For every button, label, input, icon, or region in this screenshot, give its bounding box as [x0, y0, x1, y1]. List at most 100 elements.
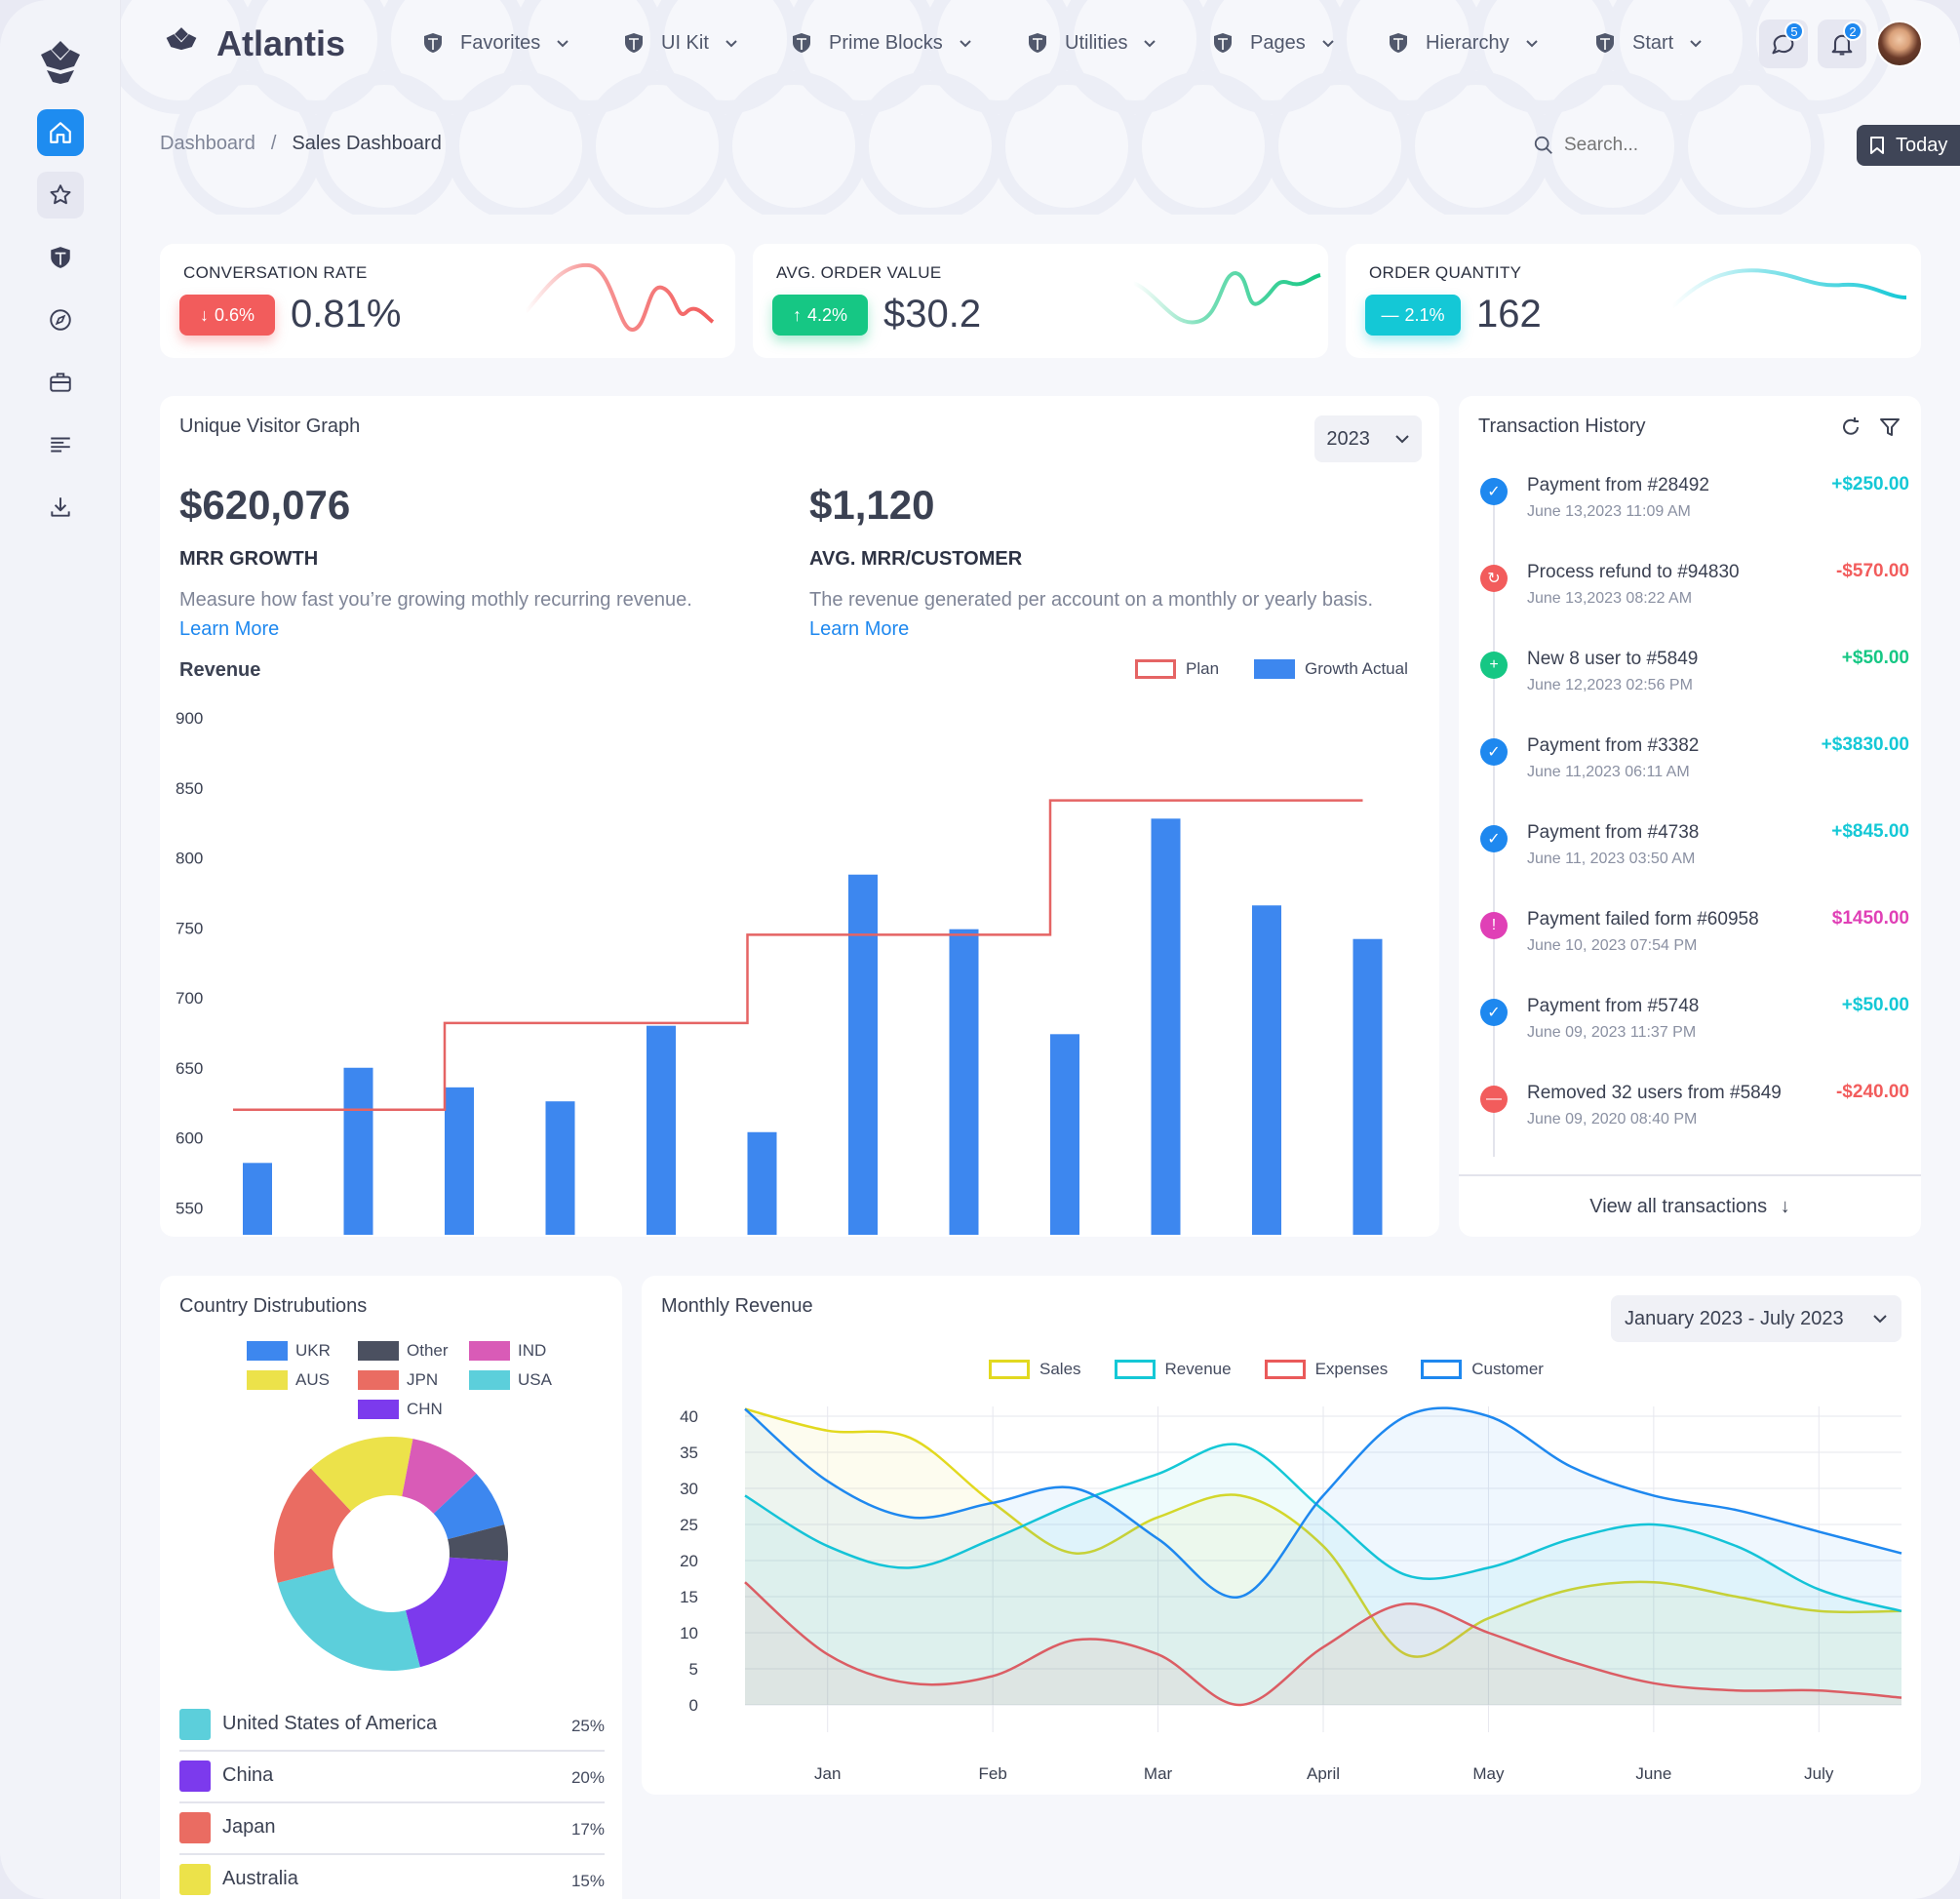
country-row[interactable]: United States of America 25% [179, 1701, 605, 1752]
search-input[interactable] [1564, 135, 1749, 156]
legend-item[interactable]: USA [469, 1370, 561, 1390]
pie-slice[interactable] [310, 1437, 413, 1512]
transaction-date: June 09, 2020 08:40 PM [1527, 1111, 1698, 1128]
bar[interactable] [1352, 938, 1383, 1235]
transaction-item[interactable]: ✓ Payment from #28492 June 13,2023 11:09 A… [1480, 474, 1909, 552]
sidebar-item-home[interactable] [37, 109, 84, 156]
sidebar-item-download[interactable] [37, 484, 84, 531]
kpi-label: CONVERSATION RATE [183, 263, 368, 282]
chevron-down-icon [1394, 435, 1409, 444]
brand[interactable]: Atlantis [160, 23, 345, 64]
bar[interactable] [1050, 1034, 1079, 1235]
transaction-item[interactable]: ✓ Payment from #5748 June 09, 2023 11:37 P… [1480, 995, 1909, 1073]
filter-icon[interactable] [1878, 415, 1901, 439]
view-all-transactions-link[interactable]: View all transactions ↓ [1459, 1196, 1921, 1218]
shield-icon [51, 247, 70, 268]
search-box[interactable] [1533, 127, 1767, 164]
avatar[interactable] [1876, 20, 1923, 67]
nav-item-favorites[interactable]: Favorites [421, 25, 569, 60]
y-tick-label: 750 [176, 919, 203, 937]
bar[interactable] [1151, 818, 1181, 1235]
bar[interactable] [545, 1101, 575, 1235]
country-row[interactable]: Australia 15% [179, 1856, 605, 1899]
series-line[interactable] [744, 1406, 1902, 1599]
today-button[interactable]: Today [1857, 125, 1960, 166]
y-tick-label: 550 [176, 1199, 203, 1217]
legend-item[interactable]: UKR [247, 1341, 338, 1361]
check-icon: ✓ [1480, 478, 1508, 505]
date-range-dropdown[interactable]: January 2023 - July 2023 [1611, 1295, 1901, 1342]
legend-item[interactable]: CHN [358, 1400, 450, 1419]
bar[interactable] [1252, 905, 1281, 1235]
year-dropdown[interactable]: 2023 [1314, 415, 1422, 462]
transaction-item[interactable]: + New 8 user to #5849 June 12,2023 02:56 P… [1480, 648, 1909, 726]
pie-slice[interactable] [402, 1439, 477, 1514]
messages-button[interactable]: 5 [1759, 20, 1808, 68]
refresh-icon[interactable] [1839, 415, 1862, 439]
chevron-down-icon [1873, 1315, 1887, 1324]
sidebar-item-favorites[interactable] [37, 172, 84, 218]
sidebar [0, 0, 121, 1899]
transaction-item[interactable]: ↻ Process refund to #94830 June 13,2023 08… [1480, 561, 1909, 639]
bar[interactable] [949, 929, 979, 1235]
x-tick-label: July [1804, 1764, 1834, 1783]
legend-item[interactable]: Sales [989, 1360, 1081, 1379]
sidebar-item-explore[interactable] [37, 297, 84, 343]
nav-item-ui-kit[interactable]: UI Kit [622, 25, 738, 60]
nav-item-hierarchy[interactable]: Hierarchy [1387, 25, 1539, 60]
bar[interactable] [747, 1131, 777, 1235]
legend-swatch [358, 1400, 399, 1419]
pie-legend: UKR Other IND AUS JPN USA CHN [238, 1336, 569, 1424]
kpi-label: ORDER QUANTITY [1369, 263, 1522, 282]
pie-slice[interactable] [448, 1524, 508, 1562]
metric-description: Measure how fast you’re growing mothly r… [179, 589, 692, 611]
bar[interactable] [343, 1067, 373, 1235]
home-icon [50, 122, 71, 143]
pie-slice[interactable] [405, 1557, 508, 1668]
chevron-down-icon [1690, 39, 1702, 47]
legend-growth-actual[interactable]: Growth Actual [1254, 659, 1408, 679]
nav-item-start[interactable]: Start [1593, 25, 1703, 60]
legend-item[interactable]: Customer [1421, 1360, 1544, 1379]
nav-item-utilities[interactable]: Utilities [1026, 25, 1156, 60]
pie-slice[interactable] [277, 1567, 420, 1671]
legend-item[interactable]: Revenue [1114, 1360, 1232, 1379]
legend-plan[interactable]: Plan [1135, 659, 1219, 679]
transaction-item[interactable]: ! Payment failed form #60958 June 10, 2023… [1480, 908, 1909, 986]
series-line[interactable] [744, 1407, 1902, 1658]
pie-slice[interactable] [274, 1468, 351, 1583]
monthly-area-chart: 0 5 10 15 20 25 30 35 40 Jan Feb Mar April May June Jul… [680, 1406, 1902, 1783]
sidebar-item-prime[interactable] [37, 234, 84, 281]
country-swatch [179, 1709, 211, 1740]
legend-item[interactable]: JPN [358, 1370, 450, 1390]
kpi-badge-value: 4.2% [806, 304, 848, 325]
breadcrumb-root[interactable]: Dashboard [160, 133, 255, 154]
bar[interactable] [445, 1087, 474, 1235]
transaction-item[interactable]: ✓ Payment from #4738 June 11, 2023 03:50 A… [1480, 821, 1909, 899]
learn-more-link[interactable]: Learn More [809, 618, 910, 640]
legend-item[interactable]: Expenses [1264, 1360, 1388, 1379]
sidebar-item-list[interactable] [37, 421, 84, 468]
brand-name: Atlantis [216, 23, 346, 63]
sidebar-item-briefcase[interactable] [37, 359, 84, 406]
learn-more-link[interactable]: Learn More [179, 618, 280, 640]
notifications-button[interactable]: 2 [1818, 20, 1866, 68]
bar[interactable] [647, 1025, 676, 1235]
country-row[interactable]: Japan 17% [179, 1804, 605, 1855]
logo-icon[interactable] [33, 37, 88, 88]
bar[interactable] [243, 1163, 272, 1235]
transaction-item[interactable]: — Removed 32 users from #5849 June 09, 202… [1480, 1082, 1909, 1160]
country-row[interactable]: China 20% [179, 1753, 605, 1803]
pie-slice[interactable] [433, 1473, 505, 1540]
legend-item[interactable]: Other [358, 1341, 450, 1361]
series-line[interactable] [744, 1443, 1902, 1613]
series-line[interactable] [744, 1581, 1902, 1707]
nav-item-pages[interactable]: Pages [1211, 25, 1335, 60]
transaction-item[interactable]: ✓ Payment from #3382 June 11,2023 06:11 AM… [1480, 734, 1909, 812]
area-fill [745, 1408, 1901, 1705]
bar[interactable] [848, 874, 878, 1235]
legend-item[interactable]: AUS [247, 1370, 338, 1390]
nav-item-prime-blocks[interactable]: Prime Blocks [790, 25, 972, 60]
metric-label: MRR GROWTH [179, 548, 319, 570]
legend-item[interactable]: IND [469, 1341, 561, 1361]
